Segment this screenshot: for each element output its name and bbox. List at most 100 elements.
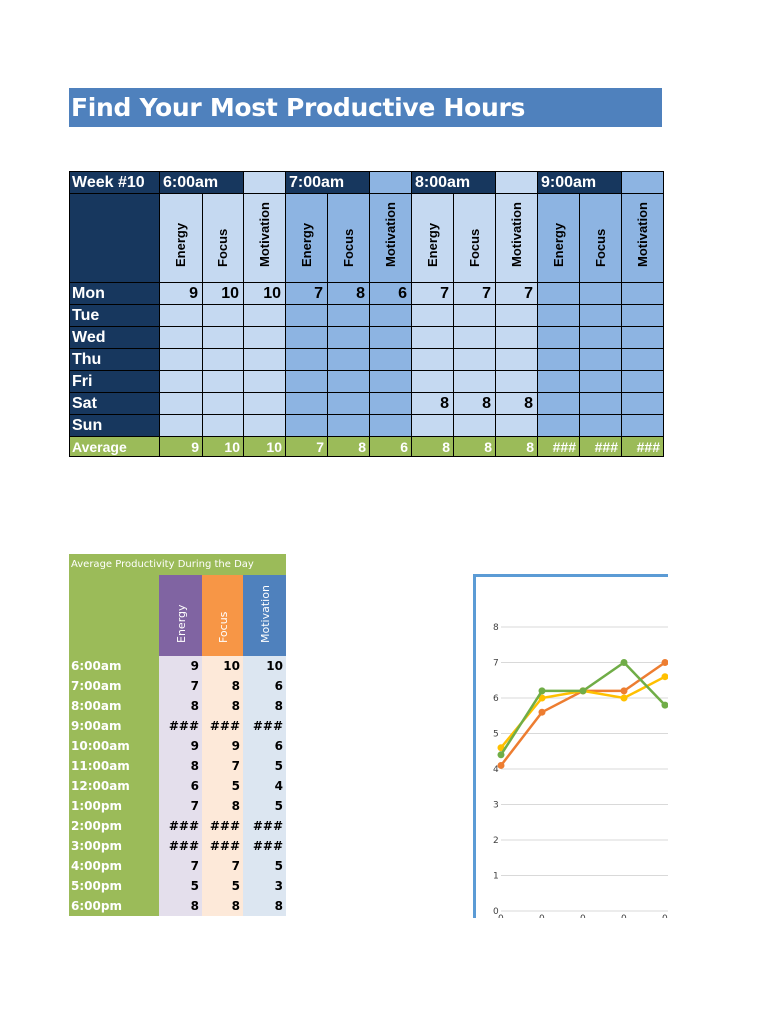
score-cell[interactable] bbox=[537, 370, 580, 393]
avg-header-energy[interactable]: Energy bbox=[159, 575, 202, 656]
score-cell[interactable] bbox=[327, 414, 370, 437]
score-cell[interactable] bbox=[495, 326, 538, 349]
score-cell[interactable] bbox=[159, 326, 203, 349]
score-cell[interactable] bbox=[159, 348, 203, 371]
metric-header-motivation[interactable]: Motivation bbox=[621, 193, 664, 283]
score-cell[interactable] bbox=[243, 370, 286, 393]
score-cell[interactable]: 7 bbox=[285, 282, 328, 305]
time-slot-header[interactable]: 9:00am bbox=[537, 171, 622, 194]
score-cell[interactable]: 8 bbox=[453, 392, 496, 415]
score-cell[interactable] bbox=[579, 282, 622, 305]
score-cell[interactable] bbox=[202, 326, 244, 349]
score-cell[interactable] bbox=[202, 392, 244, 415]
score-cell[interactable] bbox=[159, 304, 203, 327]
score-cell[interactable] bbox=[537, 414, 580, 437]
score-cell[interactable] bbox=[369, 414, 412, 437]
data-point-marker[interactable] bbox=[497, 761, 505, 769]
score-cell[interactable] bbox=[579, 326, 622, 349]
score-cell[interactable] bbox=[369, 348, 412, 371]
metric-header-focus[interactable]: Focus bbox=[579, 193, 622, 283]
avg-header-motivation[interactable]: Motivation bbox=[243, 575, 286, 656]
series-line-yellow[interactable] bbox=[500, 675, 666, 749]
score-cell[interactable] bbox=[369, 392, 412, 415]
score-cell[interactable] bbox=[285, 348, 328, 371]
data-point-marker[interactable] bbox=[538, 694, 546, 702]
time-slot-header[interactable]: 8:00am bbox=[411, 171, 496, 194]
score-cell[interactable] bbox=[495, 370, 538, 393]
score-cell[interactable] bbox=[621, 370, 664, 393]
score-cell[interactable] bbox=[537, 326, 580, 349]
metric-header-energy[interactable]: Energy bbox=[537, 193, 580, 283]
data-point-marker[interactable] bbox=[620, 687, 628, 695]
score-cell[interactable] bbox=[537, 348, 580, 371]
data-point-marker[interactable] bbox=[497, 744, 505, 752]
score-cell[interactable]: 7 bbox=[411, 282, 454, 305]
score-cell[interactable] bbox=[327, 392, 370, 415]
score-cell[interactable] bbox=[621, 326, 664, 349]
score-cell[interactable]: 8 bbox=[327, 282, 370, 305]
score-cell[interactable] bbox=[243, 414, 286, 437]
metric-header-motivation[interactable]: Motivation bbox=[243, 193, 286, 283]
score-cell[interactable] bbox=[411, 348, 454, 371]
score-cell[interactable] bbox=[285, 414, 328, 437]
score-cell[interactable]: 7 bbox=[453, 282, 496, 305]
score-cell[interactable] bbox=[579, 348, 622, 371]
score-cell[interactable] bbox=[285, 304, 328, 327]
score-cell[interactable] bbox=[327, 326, 370, 349]
score-cell[interactable] bbox=[327, 370, 370, 393]
score-cell[interactable] bbox=[621, 304, 664, 327]
score-cell[interactable] bbox=[621, 414, 664, 437]
score-cell[interactable] bbox=[369, 326, 412, 349]
metric-header-energy[interactable]: Energy bbox=[285, 193, 328, 283]
score-cell[interactable] bbox=[495, 304, 538, 327]
score-cell[interactable] bbox=[285, 392, 328, 415]
data-point-marker[interactable] bbox=[538, 708, 546, 716]
score-cell[interactable]: 8 bbox=[495, 392, 538, 415]
score-cell[interactable] bbox=[369, 304, 412, 327]
score-cell[interactable] bbox=[453, 414, 496, 437]
score-cell[interactable] bbox=[411, 326, 454, 349]
score-cell[interactable] bbox=[621, 392, 664, 415]
score-cell[interactable] bbox=[579, 304, 622, 327]
score-cell[interactable] bbox=[411, 370, 454, 393]
score-cell[interactable] bbox=[285, 370, 328, 393]
score-cell[interactable] bbox=[537, 392, 580, 415]
score-cell[interactable] bbox=[495, 348, 538, 371]
score-cell[interactable]: 7 bbox=[495, 282, 538, 305]
score-cell[interactable] bbox=[327, 304, 370, 327]
score-cell[interactable] bbox=[411, 304, 454, 327]
avg-header-focus[interactable]: Focus bbox=[202, 575, 243, 656]
data-point-marker[interactable] bbox=[620, 694, 628, 702]
data-point-marker[interactable] bbox=[661, 701, 669, 709]
metric-header-motivation[interactable]: Motivation bbox=[369, 193, 412, 283]
score-cell[interactable] bbox=[243, 348, 286, 371]
metric-header-focus[interactable]: Focus bbox=[453, 193, 496, 283]
time-slot-header[interactable]: 7:00am bbox=[285, 171, 370, 194]
score-cell[interactable] bbox=[411, 414, 454, 437]
metric-header-focus[interactable]: Focus bbox=[327, 193, 370, 283]
week-label[interactable]: Week #10 bbox=[69, 171, 160, 194]
score-cell[interactable] bbox=[327, 348, 370, 371]
score-cell[interactable] bbox=[285, 326, 328, 349]
score-cell[interactable]: 10 bbox=[202, 282, 244, 305]
score-cell[interactable] bbox=[202, 348, 244, 371]
score-cell[interactable] bbox=[453, 348, 496, 371]
score-cell[interactable] bbox=[537, 304, 580, 327]
score-cell[interactable]: 10 bbox=[243, 282, 286, 305]
data-point-marker[interactable] bbox=[620, 659, 628, 666]
series-line-green[interactable] bbox=[499, 660, 666, 756]
score-cell[interactable] bbox=[453, 304, 496, 327]
score-cell[interactable] bbox=[159, 392, 203, 415]
score-cell[interactable] bbox=[579, 392, 622, 415]
score-cell[interactable]: 8 bbox=[411, 392, 454, 415]
metric-header-focus[interactable]: Focus bbox=[202, 193, 244, 283]
data-point-marker[interactable] bbox=[579, 687, 587, 695]
score-cell[interactable] bbox=[621, 348, 664, 371]
score-cell[interactable] bbox=[202, 414, 244, 437]
score-cell[interactable] bbox=[243, 304, 286, 327]
score-cell[interactable] bbox=[243, 326, 286, 349]
metric-header-energy[interactable]: Energy bbox=[159, 193, 203, 283]
metric-header-energy[interactable]: Energy bbox=[411, 193, 454, 283]
score-cell[interactable] bbox=[495, 414, 538, 437]
